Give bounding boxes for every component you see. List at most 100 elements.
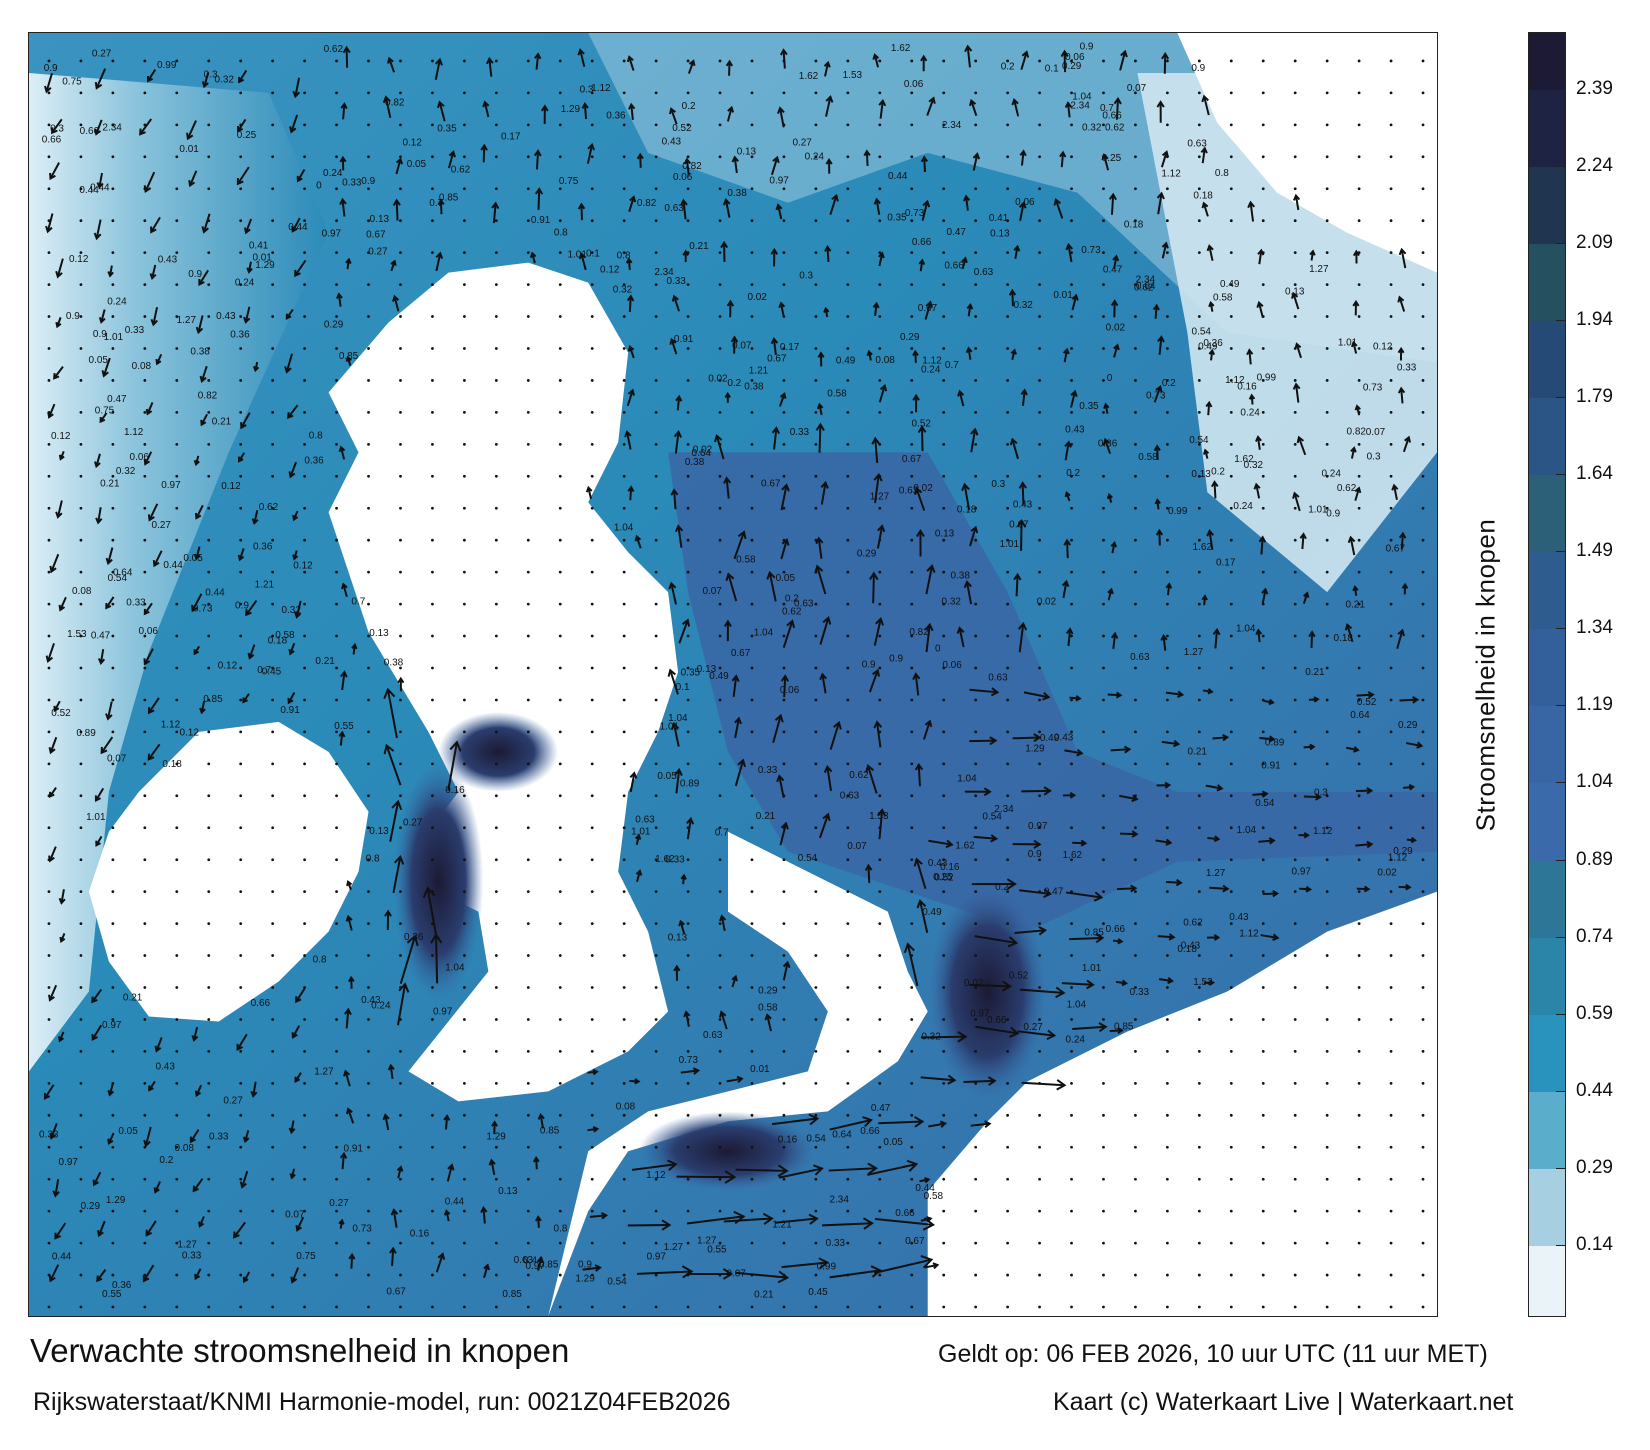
- grid-dot: [1165, 187, 1169, 191]
- grid-dot: [590, 1050, 594, 1053]
- current-value-label: 0.9: [1191, 63, 1205, 74]
- current-arrow: [49, 162, 60, 181]
- grid-dot: [1293, 698, 1297, 702]
- current-arrow: [918, 258, 926, 272]
- current-arrow: [338, 445, 346, 460]
- grid-dot: [974, 506, 978, 510]
- current-arrow: [537, 1112, 545, 1129]
- grid-dot: [526, 123, 530, 127]
- current-value-label: 0.99: [1257, 372, 1277, 383]
- grid-dot: [750, 1209, 754, 1213]
- current-arrow: [382, 95, 392, 119]
- grid-dot: [1421, 1018, 1425, 1021]
- grid-dot: [47, 666, 51, 670]
- current-value-label: 0.05: [407, 159, 427, 170]
- current-arrow: [971, 878, 1017, 890]
- grid-dot: [974, 730, 978, 734]
- grid-dot: [590, 954, 594, 957]
- grid-dot: [239, 379, 243, 382]
- grid-dot: [1261, 570, 1265, 574]
- grid-dot: [622, 59, 626, 63]
- grid-dot: [303, 1209, 307, 1213]
- current-arrow: [626, 55, 635, 71]
- grid-dot: [782, 283, 786, 287]
- grid-dot: [1389, 1209, 1393, 1213]
- grid-dot: [558, 1081, 562, 1085]
- grid-dot: [303, 1018, 307, 1021]
- current-arrow: [770, 337, 779, 355]
- grid-dot: [335, 123, 338, 127]
- grid-dot: [47, 730, 51, 734]
- grid-dot: [782, 1209, 786, 1213]
- grid-dot: [558, 1050, 562, 1053]
- current-value-label: 0.3: [1314, 788, 1328, 799]
- grid-dot: [590, 602, 594, 606]
- grid-dot: [846, 506, 850, 510]
- grid-dot: [494, 1113, 498, 1117]
- grid-dot: [558, 1241, 562, 1245]
- grid-dot: [942, 922, 946, 926]
- current-value-label: 0.62: [1105, 122, 1125, 133]
- grid-dot: [1293, 123, 1297, 127]
- grid-dot: [47, 1145, 51, 1149]
- grid-dot: [239, 59, 243, 63]
- current-arrow: [635, 869, 643, 882]
- grid-dot: [878, 91, 882, 95]
- grid-dot: [526, 954, 530, 957]
- current-value-label: 0.12: [218, 660, 238, 671]
- grid-dot: [1421, 59, 1425, 63]
- current-value-label: 0.2: [1066, 468, 1080, 479]
- grid-dot: [1038, 442, 1041, 446]
- current-value-label: 0.13: [668, 933, 688, 944]
- current-arrow: [866, 349, 873, 361]
- grid-dot: [1038, 1209, 1041, 1213]
- grid-dot: [1421, 762, 1425, 766]
- current-arrow: [876, 808, 887, 840]
- grid-dot: [558, 922, 562, 926]
- current-value-label: 0.67: [366, 229, 386, 240]
- grid-dot: [494, 762, 498, 766]
- current-value-label: 2.34: [1070, 101, 1090, 112]
- grid-dot: [1357, 123, 1361, 127]
- current-arrow: [670, 488, 679, 510]
- grid-dot: [814, 283, 818, 287]
- grid-dot: [718, 794, 722, 798]
- current-value-label: 1.04: [1236, 623, 1256, 634]
- grid-dot: [1261, 858, 1265, 862]
- current-arrow: [289, 1168, 296, 1180]
- current-arrow: [1018, 201, 1027, 221]
- current-arrow: [105, 701, 113, 721]
- grid-dot: [431, 794, 434, 798]
- current-value-label: 0.91: [674, 334, 694, 345]
- grid-dot: [782, 858, 786, 862]
- grid-dot: [175, 251, 179, 255]
- grid-dot: [1070, 698, 1073, 702]
- current-value-label: 0.36: [606, 111, 626, 122]
- current-arrow: [194, 1084, 203, 1098]
- grid-dot: [622, 219, 626, 223]
- grid-dot: [1197, 91, 1201, 95]
- grid-dot: [1070, 730, 1073, 734]
- current-value-label: 0.07: [702, 586, 722, 597]
- current-value-label: 0.33: [125, 325, 145, 336]
- current-arrow: [96, 1269, 107, 1283]
- current-value-label: 0.01: [179, 144, 199, 155]
- current-value-label: 0.18: [1334, 633, 1354, 644]
- grid-dot: [718, 411, 722, 414]
- current-arrow: [335, 292, 343, 307]
- current-value-label: 0.1: [676, 682, 690, 693]
- current-arrow: [1256, 300, 1264, 318]
- current-arrow: [1113, 96, 1122, 120]
- current-arrow: [395, 157, 404, 175]
- current-arrow: [430, 932, 443, 984]
- current-arrow: [1165, 582, 1173, 596]
- current-arrow: [917, 425, 927, 452]
- grid-dot: [878, 347, 882, 350]
- grid-dot: [750, 379, 754, 382]
- grid-dot: [814, 91, 818, 95]
- grid-dot: [1165, 858, 1169, 862]
- current-arrow: [1156, 781, 1172, 789]
- southern-bight-fast: [927, 881, 1048, 1102]
- current-arrow: [731, 155, 739, 174]
- current-arrow: [1061, 579, 1070, 599]
